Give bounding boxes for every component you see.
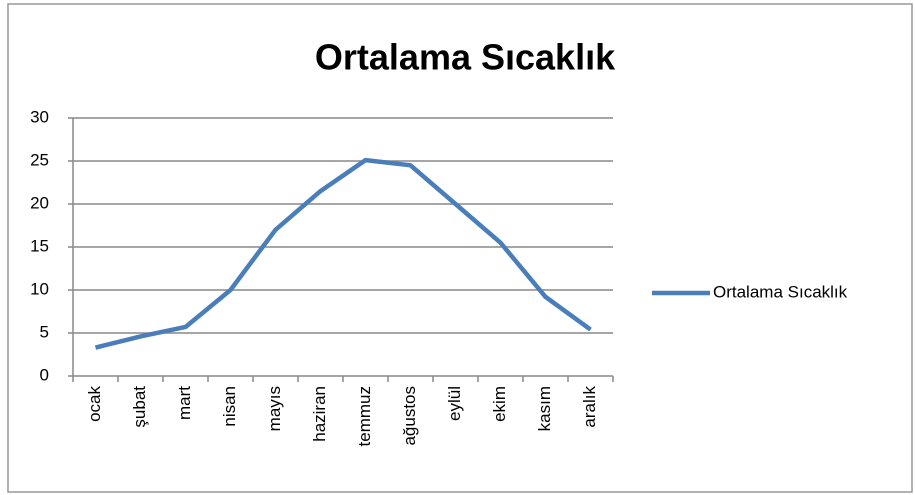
- x-tick-label: nisan: [220, 386, 239, 427]
- y-tick-label: 10: [30, 279, 49, 298]
- y-tick-label: 5: [40, 322, 49, 341]
- x-tick-label: aralık: [580, 386, 599, 428]
- x-tick-label: mayıs: [265, 386, 284, 431]
- x-tick-label: ocak: [85, 386, 104, 422]
- y-tick-label: 25: [30, 150, 49, 169]
- x-tick-label: eylül: [445, 386, 464, 421]
- x-tick-label: mart: [175, 386, 194, 420]
- chart-title: Ortalama Sıcaklık: [315, 37, 616, 78]
- x-tick-label: şubat: [130, 386, 149, 428]
- x-tick-label: ekim: [490, 386, 509, 422]
- x-tick-label: kasım: [535, 386, 554, 431]
- data-line: [94, 157, 592, 350]
- x-tick-label: temmuz: [355, 386, 374, 446]
- y-tick-label: 0: [40, 365, 49, 384]
- y-tick-label: 15: [30, 236, 49, 255]
- y-tick-label: 20: [30, 193, 49, 212]
- x-tick-label: haziran: [310, 386, 329, 442]
- legend-label: Ortalama Sıcaklık: [713, 282, 848, 301]
- y-tick-label: 30: [30, 107, 49, 126]
- x-tick-label: ağustos: [400, 386, 419, 446]
- chart-border: [7, 3, 913, 493]
